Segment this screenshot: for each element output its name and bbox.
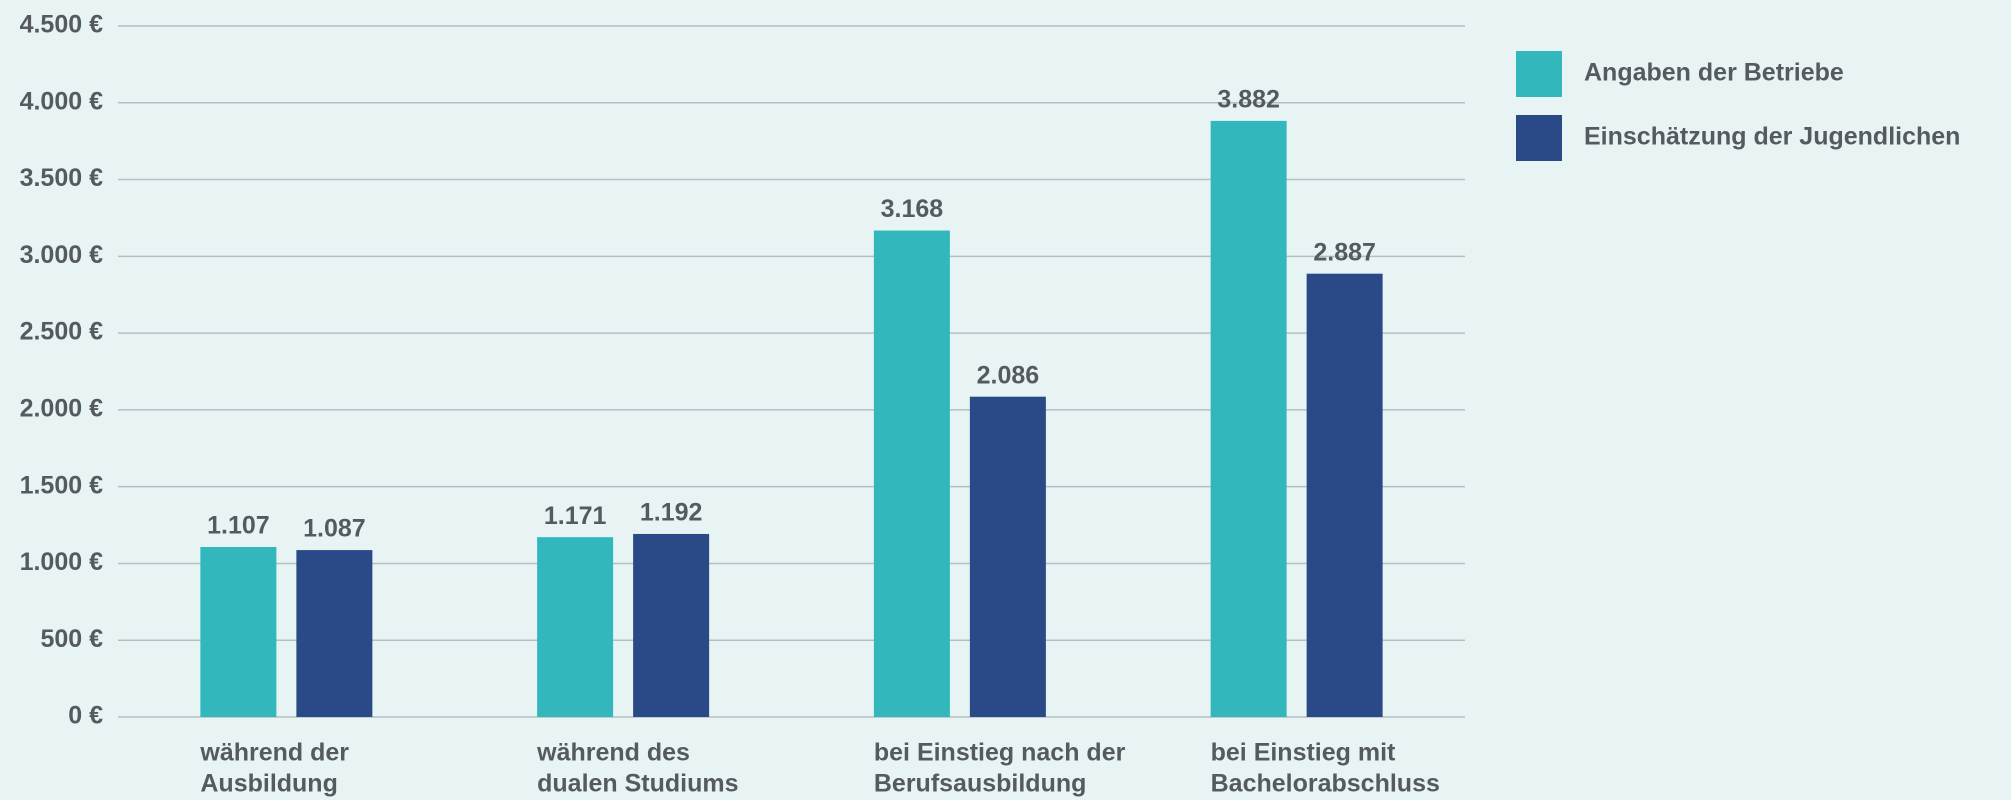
value-label: 1.087 <box>303 515 366 543</box>
legend-label: Angaben der Betriebe <box>1584 59 1844 87</box>
bar <box>537 537 614 717</box>
y-tick-label: 2.000 € <box>20 394 104 422</box>
legend-swatch <box>1516 51 1562 97</box>
y-tick-label: 1.500 € <box>20 471 104 499</box>
bar <box>633 533 710 717</box>
bar <box>200 547 277 717</box>
legend-swatch <box>1516 115 1562 161</box>
bar <box>873 230 950 717</box>
value-label: 1.171 <box>544 502 607 530</box>
x-tick-label: bei Einstieg nach der <box>874 739 1126 767</box>
value-label: 2.086 <box>977 361 1040 389</box>
value-label: 1.192 <box>640 499 703 527</box>
bar <box>296 550 373 717</box>
x-tick-label: Ausbildung <box>200 770 337 798</box>
x-tick-label: während der <box>199 739 349 767</box>
y-tick-label: 3.500 € <box>20 164 104 192</box>
x-tick-label: während des <box>536 739 690 767</box>
y-tick-label: 4.500 € <box>20 11 104 39</box>
x-tick-label: dualen Studiums <box>537 770 738 798</box>
y-tick-label: 4.000 € <box>20 87 104 115</box>
value-label: 3.882 <box>1217 86 1280 114</box>
value-label: 1.107 <box>207 512 270 540</box>
y-tick-label: 3.000 € <box>20 241 104 269</box>
legend-label: Einschätzung der Jugendlichen <box>1584 123 1960 151</box>
value-label: 3.168 <box>881 195 944 223</box>
value-label: 2.887 <box>1313 238 1376 266</box>
y-tick-label: 0 € <box>68 702 103 730</box>
x-tick-label: bei Einstieg mit <box>1211 739 1396 767</box>
y-tick-label: 1.000 € <box>20 548 104 576</box>
x-tick-label: Berufsausbildung <box>874 770 1087 798</box>
y-tick-label: 500 € <box>40 625 103 653</box>
y-tick-label: 2.500 € <box>20 318 104 346</box>
bar <box>1210 120 1287 717</box>
bar <box>969 396 1046 717</box>
x-tick-label: Bachelorabschluss <box>1211 770 1440 798</box>
bar <box>1306 273 1383 717</box>
